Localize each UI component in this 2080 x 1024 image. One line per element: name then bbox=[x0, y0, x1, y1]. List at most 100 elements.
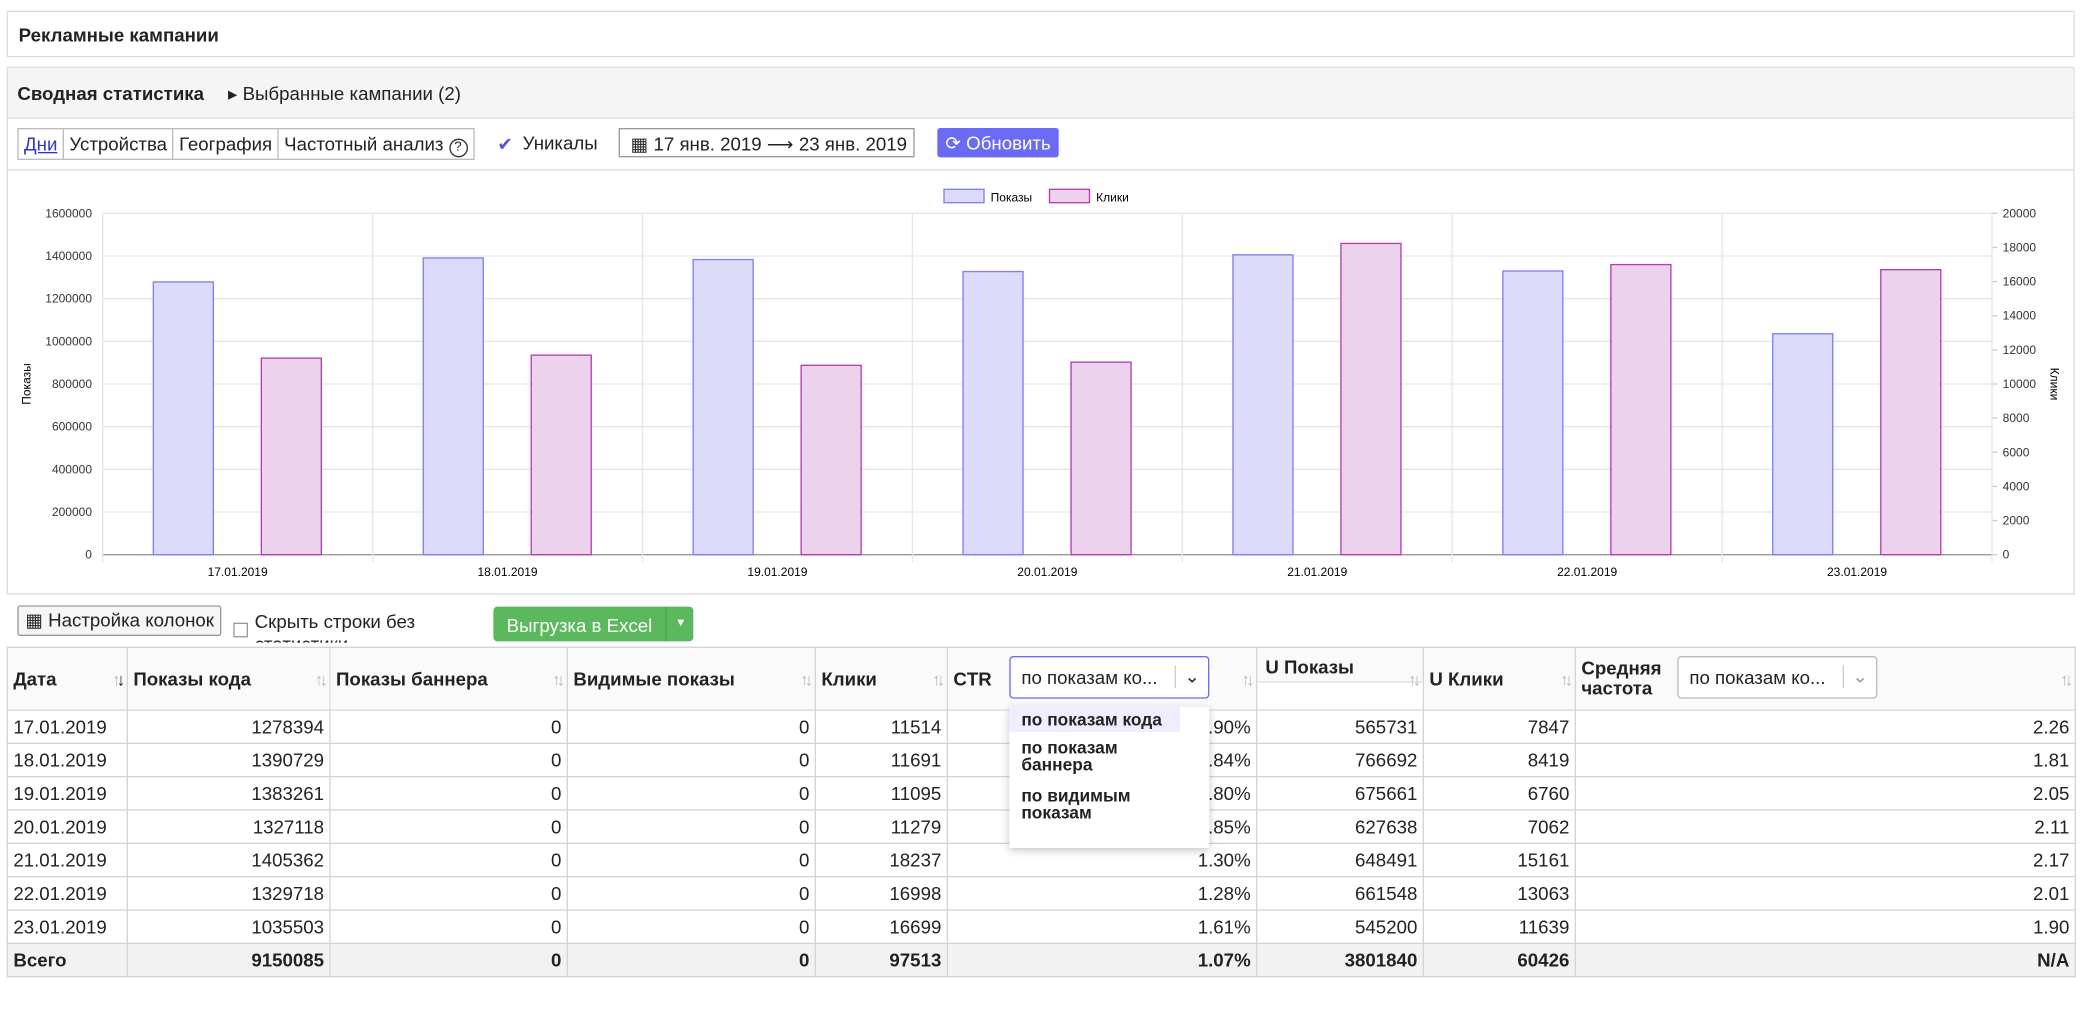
ctr-dropdown: по показам кода по показам баннера по види… bbox=[1009, 706, 1210, 849]
column-header[interactable]: U Показы ↑↓ bbox=[1256, 646, 1425, 711]
table-cell: 0 bbox=[566, 942, 817, 978]
table-cell: 0 bbox=[329, 876, 569, 911]
select-caret[interactable]: ⌄ bbox=[1843, 665, 1868, 689]
sort-arrows[interactable]: ↑↓ bbox=[552, 669, 565, 690]
bar bbox=[260, 357, 323, 556]
y-tick-label: 1400000 bbox=[45, 249, 92, 263]
refresh-button[interactable]: ⟳ Обновить bbox=[937, 128, 1059, 158]
nav-summary[interactable]: Сводная статистика bbox=[17, 82, 205, 105]
y-tick-label: 600000 bbox=[52, 420, 92, 434]
column-header[interactable]: Показы кода ↑↓ bbox=[126, 646, 331, 711]
column-header[interactable]: Видимые показы ↑↓ bbox=[566, 646, 817, 711]
export-button[interactable]: Выгрузка в Excel ▾ bbox=[493, 606, 694, 642]
column-header[interactable]: Дата ↑↓ bbox=[6, 646, 129, 711]
dropdown-option[interactable]: по показам баннера bbox=[1021, 737, 1118, 775]
table-cell: 60426 bbox=[1422, 942, 1577, 978]
tabs: Дни Устройства География Частотный анали… bbox=[17, 128, 475, 161]
table-cell: 1405362 bbox=[126, 842, 331, 878]
select-value[interactable]: по показам ко... bbox=[1021, 666, 1158, 689]
nav-selected-label[interactable]: Выбранные кампании (2) bbox=[242, 82, 461, 105]
column-title[interactable]: Видимые показы bbox=[573, 668, 735, 690]
column-title[interactable]: Средняя частота bbox=[1581, 657, 1662, 699]
columns-label[interactable]: Настройка колонок bbox=[48, 609, 214, 631]
date-range[interactable]: ▦ 17 янв. 2019 ⟶ 23 янв. 2019 bbox=[618, 128, 915, 158]
table-cell: 1.90 bbox=[1574, 909, 2077, 945]
date-from[interactable]: 17 янв. 2019 bbox=[653, 133, 762, 155]
bar bbox=[530, 354, 592, 556]
table-row: 21.01.2019 1405362 0 0 18237 1.30% 648491 15161… bbox=[6, 842, 2077, 878]
table-cell: 0 bbox=[329, 709, 569, 745]
y-axis-title: Показы bbox=[20, 363, 34, 404]
y-tick-label: 400000 bbox=[52, 462, 92, 476]
dropdown-option[interactable]: по показам кода bbox=[1009, 706, 1181, 733]
column-title[interactable]: CTR bbox=[953, 668, 992, 690]
column-header[interactable]: Показы баннера ↑↓ bbox=[329, 646, 569, 711]
sort-arrows[interactable]: ↑↓ bbox=[314, 669, 328, 690]
select-box[interactable] bbox=[1258, 681, 1423, 709]
column-title[interactable]: Показы баннера bbox=[336, 668, 488, 690]
sort-arrows[interactable]: ↑↓ bbox=[800, 669, 813, 690]
table-cell: 1.28% bbox=[946, 876, 1258, 911]
ctr-select[interactable]: по показам ко... ⌄ bbox=[1009, 656, 1210, 699]
freq-select[interactable]: по показам ко... ⌄ bbox=[1677, 656, 1878, 699]
table-cell: Всего bbox=[6, 942, 129, 978]
legend-label: Показы bbox=[991, 190, 1032, 204]
sort-arrows[interactable]: ↑↓ bbox=[112, 669, 125, 690]
x-tick-label: 18.01.2019 bbox=[477, 565, 537, 579]
tab[interactable]: Частотный анализ ? bbox=[279, 129, 473, 158]
table-cell: 23.01.2019 bbox=[6, 909, 129, 945]
x-tick-label: 19.01.2019 bbox=[747, 565, 807, 579]
y-tick-label: 200000 bbox=[52, 505, 92, 519]
nav-selected[interactable]: ▸ Выбранные кампании (2) bbox=[228, 82, 461, 105]
column-title[interactable]: U Клики bbox=[1429, 668, 1504, 690]
table-cell: 2.01 bbox=[1574, 876, 2077, 911]
columns-button[interactable]: ▦ Настройка колонок bbox=[17, 605, 222, 637]
select-value[interactable]: по показам ко... bbox=[1689, 666, 1826, 689]
table-cell: 19.01.2019 bbox=[6, 776, 129, 811]
table-row: Всего 9150085 0 0 97513 1.07% 3801840 60426 N/A bbox=[6, 942, 2077, 978]
column-title[interactable]: U Показы bbox=[1265, 656, 1355, 678]
export-caret[interactable]: ▾ bbox=[665, 606, 693, 642]
tab[interactable]: Устройства bbox=[64, 129, 174, 159]
table-cell: 1.61% bbox=[946, 909, 1258, 945]
table-cell: 627638 bbox=[1256, 809, 1425, 845]
tab[interactable]: Дни bbox=[19, 129, 65, 159]
x-tick-label: 17.01.2019 bbox=[208, 565, 268, 579]
sort-arrows[interactable]: ↑↓ bbox=[1560, 669, 1573, 690]
table-cell: 0 bbox=[329, 742, 569, 778]
sort-arrows[interactable]: ↑↓ bbox=[1241, 669, 1254, 690]
sort-arrows[interactable]: ↑↓ bbox=[2060, 669, 2073, 690]
dropdown-option[interactable]: по видимым показам bbox=[1021, 785, 1131, 823]
bar bbox=[1772, 333, 1834, 556]
column-title[interactable]: Клики bbox=[821, 668, 877, 690]
tab[interactable]: География bbox=[174, 129, 279, 159]
column-title[interactable]: Дата bbox=[13, 668, 57, 690]
y-tick-label: 1200000 bbox=[45, 292, 92, 306]
table-cell: 545200 bbox=[1256, 909, 1425, 945]
column-header[interactable]: Средняя частота по показам ко... ⌄ ↑↓ bbox=[1574, 646, 2077, 711]
column-title[interactable]: Показы кода bbox=[133, 668, 252, 690]
table-cell: 3801840 bbox=[1256, 942, 1425, 978]
y2-tick-label: 6000 bbox=[2003, 445, 2030, 459]
export-label[interactable]: Выгрузка в Excel bbox=[506, 614, 653, 637]
date-to[interactable]: 23 янв. 2019 bbox=[798, 133, 908, 155]
tab-label[interactable]: Частотный анализ bbox=[284, 133, 444, 155]
help-icon[interactable]: ? bbox=[448, 138, 468, 158]
column-header[interactable]: U Клики ↑↓ bbox=[1422, 646, 1577, 711]
y2-tick-label: 10000 bbox=[2003, 377, 2037, 391]
checkbox[interactable] bbox=[233, 622, 249, 638]
checkbox[interactable]: ✔ bbox=[497, 133, 513, 155]
y2-tick-label: 4000 bbox=[2003, 479, 2030, 493]
select-caret[interactable]: ⌄ bbox=[1175, 665, 1200, 689]
column-header[interactable]: CTR по показам ко... ⌄ ↑↓ bbox=[946, 646, 1258, 711]
refresh-label[interactable]: Обновить bbox=[966, 132, 1051, 154]
sort-arrows[interactable]: ↑↓ bbox=[1408, 669, 1421, 690]
stats-panel bbox=[6, 66, 2075, 595]
bar bbox=[152, 281, 215, 556]
uniques-label[interactable]: Уникалы bbox=[522, 132, 598, 154]
table-row: 19.01.2019 1383261 0 0 11095 0.80% 675661 6760 2… bbox=[6, 776, 2077, 811]
hide-rows-label[interactable]: Скрыть строки без статистики bbox=[254, 610, 416, 643]
sort-arrows[interactable]: ↑↓ bbox=[932, 669, 945, 690]
column-header[interactable]: Клики ↑↓ bbox=[814, 646, 949, 711]
y-tick-label: 800000 bbox=[52, 377, 92, 391]
